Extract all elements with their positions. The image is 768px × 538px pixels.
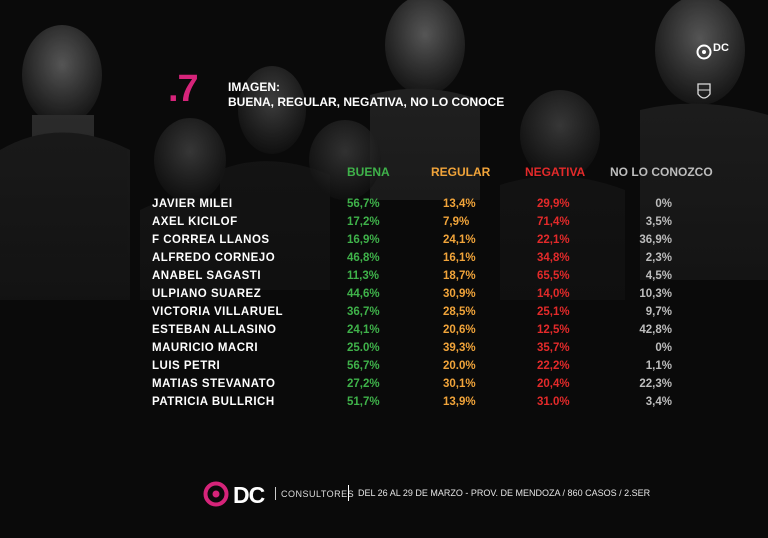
buena-value: 36,7%: [347, 306, 380, 318]
no-conoce-value: 4,5%: [645, 270, 672, 282]
no-conoce-value: 42,8%: [639, 324, 672, 336]
column-header-buena: BUENA: [347, 165, 390, 179]
negativa-value: 20,4%: [537, 378, 570, 390]
no-conoce-value: 36,9%: [639, 234, 672, 246]
logo-divider: [275, 487, 276, 500]
buena-value: 24,1%: [347, 324, 380, 336]
regular-value: 39,3%: [443, 342, 476, 354]
no-conoce-value: 2,3%: [645, 252, 672, 264]
negativa-value: 71,4%: [537, 216, 570, 228]
regular-value: 18,7%: [443, 270, 476, 282]
corner-logo: DC: [696, 42, 729, 99]
regular-value: 28,5%: [443, 306, 476, 318]
candidate-name: MATIAS STEVANATO: [152, 378, 276, 390]
buena-value: 51,7%: [347, 396, 380, 408]
buena-value: 25.0%: [347, 342, 380, 354]
negativa-value: 29,9%: [537, 198, 570, 210]
buena-value: 16,9%: [347, 234, 380, 246]
footer-separator: [348, 485, 349, 501]
negativa-value: 22,1%: [537, 234, 570, 246]
candidate-name: ESTEBAN ALLASINO: [152, 324, 277, 336]
regular-value: 13,9%: [443, 396, 476, 408]
regular-value: 30,9%: [443, 288, 476, 300]
table-row: F CORREA LLANOS 16,9% 24,1% 22,1% 36,9%: [0, 234, 768, 251]
regular-value: 16,1%: [443, 252, 476, 264]
candidate-name: AXEL KICILOF: [152, 216, 238, 228]
negativa-value: 34,8%: [537, 252, 570, 264]
footer-brand-sub: CONSULTORES: [281, 489, 355, 499]
buena-value: 56,7%: [347, 360, 380, 372]
header-title-line2: BUENA, REGULAR, NEGATIVA, NO LO CONOCE: [228, 95, 505, 109]
negativa-value: 14,0%: [537, 288, 570, 300]
table-row: AXEL KICILOF 17,2% 7,9% 71,4% 3,5%: [0, 216, 768, 233]
no-conoce-value: 0%: [655, 198, 672, 210]
table-row: ALFREDO CORNEJO 46,8% 16,1% 34,8% 2,3%: [0, 252, 768, 269]
candidate-name: JAVIER MILEI: [152, 198, 233, 210]
no-conoce-value: 1,1%: [645, 360, 672, 372]
buena-value: 27,2%: [347, 378, 380, 390]
buena-value: 44,6%: [347, 288, 380, 300]
no-conoce-value: 9,7%: [645, 306, 672, 318]
candidate-name: MAURICIO MACRI: [152, 342, 259, 354]
negativa-value: 22,2%: [537, 360, 570, 372]
negativa-value: 25,1%: [537, 306, 570, 318]
buena-value: 11,3%: [347, 270, 379, 282]
column-header-negativa: NEGATIVA: [525, 165, 586, 179]
dc-logo-icon: [696, 44, 712, 60]
column-header-no-lo-conozco: NO LO CONOZCO: [610, 165, 713, 179]
regular-value: 20,6%: [443, 324, 476, 336]
header-title-line1: IMAGEN:: [228, 80, 280, 94]
no-conoce-value: 3,5%: [645, 216, 672, 228]
column-header-regular: REGULAR: [431, 165, 491, 179]
candidate-name: VICTORIA VILLARUEL: [152, 306, 284, 318]
no-conoce-value: 10,3%: [639, 288, 672, 300]
slide-number: .7: [168, 68, 199, 110]
candidate-name: PATRICIA BULLRICH: [152, 396, 275, 408]
table-row: MATIAS STEVANATO 27,2% 30,1% 20,4% 22,3%: [0, 378, 768, 395]
negativa-value: 65,5%: [537, 270, 570, 282]
buena-value: 46,8%: [347, 252, 380, 264]
no-conoce-value: 22,3%: [639, 378, 672, 390]
candidate-name: F CORREA LLANOS: [152, 234, 270, 246]
no-conoce-value: 0%: [655, 342, 672, 354]
regular-value: 30,1%: [443, 378, 476, 390]
negativa-value: 35,7%: [537, 342, 570, 354]
table-row: JAVIER MILEI 56,7% 13,4% 29,9% 0%: [0, 198, 768, 215]
regular-value: 20.0%: [443, 360, 476, 372]
shield-seal-icon: [697, 83, 711, 99]
negativa-value: 31.0%: [537, 396, 570, 408]
table-row: ULPIANO SUAREZ 44,6% 30,9% 14,0% 10,3%: [0, 288, 768, 305]
footer-brand: DC: [233, 482, 265, 508]
no-conoce-value: 3,4%: [645, 396, 672, 408]
table-row: PATRICIA BULLRICH 51,7% 13,9% 31.0% 3,4%: [0, 396, 768, 413]
candidate-name: LUIS PETRI: [152, 360, 221, 372]
table-row: VICTORIA VILLARUEL 36,7% 28,5% 25,1% 9,7…: [0, 306, 768, 323]
header-title: IMAGEN: BUENA, REGULAR, NEGATIVA, NO LO …: [228, 80, 504, 110]
table-row: MAURICIO MACRI 25.0% 39,3% 35,7% 0%: [0, 342, 768, 359]
table-row: ESTEBAN ALLASINO 24,1% 20,6% 12,5% 42,8%: [0, 324, 768, 341]
regular-value: 13,4%: [443, 198, 476, 210]
candidate-name: ANABEL SAGASTI: [152, 270, 262, 282]
buena-value: 56,7%: [347, 198, 380, 210]
dc-logo-icon: [203, 481, 229, 507]
regular-value: 7,9%: [443, 216, 470, 228]
table-row: LUIS PETRI 56,7% 20.0% 22,2% 1,1%: [0, 360, 768, 377]
regular-value: 24,1%: [443, 234, 476, 246]
candidate-name: ALFREDO CORNEJO: [152, 252, 276, 264]
buena-value: 17,2%: [347, 216, 380, 228]
table-row: ANABEL SAGASTI 11,3% 18,7% 65,5% 4,5%: [0, 270, 768, 287]
candidate-name: ULPIANO SUAREZ: [152, 288, 262, 300]
corner-logo-text: DC: [713, 42, 729, 54]
negativa-value: 12,5%: [537, 324, 570, 336]
footer-source-text: DEL 26 AL 29 DE MARZO - PROV. DE MENDOZA…: [358, 488, 651, 498]
